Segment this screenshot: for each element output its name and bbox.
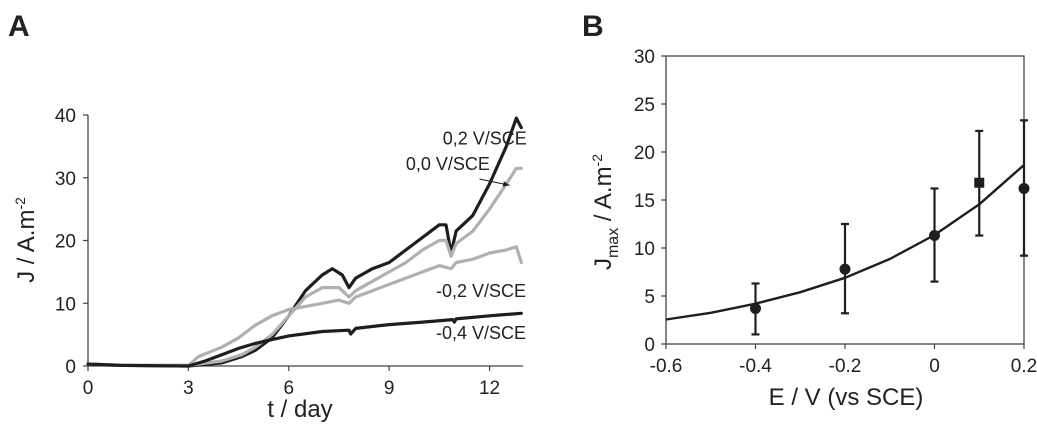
panel-a-x-tick-label: 6 xyxy=(283,378,294,399)
panel-a-y-axis-title-sup: -2 xyxy=(12,197,28,210)
panel-a-series-line-2 xyxy=(86,245,523,367)
panel-a-series-line-1 xyxy=(86,166,523,367)
panel-b-marker-0 xyxy=(750,302,761,314)
panel-a-y-tick-label: 10 xyxy=(55,294,76,315)
panel-letter-a: A xyxy=(8,10,30,43)
panel-a-x-axis-title: t / day xyxy=(267,396,332,423)
panel-b-marker-4 xyxy=(1018,182,1030,194)
panel-b-y-axis-title-sub: max xyxy=(605,228,622,258)
panel-a-y-tick-label: 30 xyxy=(55,169,76,190)
panel-b-x-tick-label: 0.2 xyxy=(1011,356,1037,377)
panel-a-series-line-3 xyxy=(86,311,523,368)
panel-a-series-label-2: -0,2 V/SCE xyxy=(436,281,526,301)
panel-a-series-line-0 xyxy=(86,116,523,368)
panel-b-y-tick-label: 15 xyxy=(634,191,655,212)
panel-a-series-labels: 0,2 V/SCE 0,0 V/SCE -0,2 V/SCE -0,4 V/SCE xyxy=(406,128,527,343)
panel-b-y-tick-label: 30 xyxy=(634,47,655,68)
panel-b-x-tick-label: -0.4 xyxy=(739,356,772,377)
panel-b-y-axis-title-rest: / A.m xyxy=(590,166,617,227)
panel-a-series-label-0: 0,2 V/SCE xyxy=(443,128,527,148)
panel-a-y-tick-label: 0 xyxy=(65,357,76,378)
panel-a-x-tick-label: 12 xyxy=(479,378,500,399)
panel-b-y-tick-label: 0 xyxy=(644,335,655,356)
panel-b-x-tick-label: -0.2 xyxy=(829,356,862,377)
panel-a-x-tick-label: 3 xyxy=(183,378,194,399)
panel-b-scatter-chart: 0 5 10 15 20 25 30 -0.6 -0.4 -0.2 0 0.2 E / V (vs S… xyxy=(589,47,1037,411)
panel-b-marker-2 xyxy=(929,230,940,242)
panel-b-y-axis-title-sup: -2 xyxy=(589,154,605,167)
panel-b-x-tick-label: -0.6 xyxy=(650,356,683,377)
panel-a-y-axis-title: J / A.m-2 xyxy=(12,197,40,283)
panel-a-y-tick-label: 40 xyxy=(55,106,76,127)
panel-a-label-pointer-head xyxy=(502,181,510,187)
panel-b-marker-1 xyxy=(839,263,851,275)
panel-a-series-label-1: 0,0 V/SCE xyxy=(406,154,490,174)
panel-b-x-axis-title: E / V (vs SCE) xyxy=(769,384,924,411)
panel-a-x-tick-label: 9 xyxy=(384,378,395,399)
panel-a-series xyxy=(86,116,523,368)
panel-a-y-axis-title-main: J / A.m xyxy=(13,210,40,283)
panel-b-y-tick-label: 25 xyxy=(634,95,655,116)
panel-b-marker-3 xyxy=(974,177,985,188)
panel-b-x-tick-label: 0 xyxy=(929,356,940,377)
panel-a-x-tick-label: 0 xyxy=(83,378,94,399)
panel-a-line-chart: 0 10 20 30 40 0 3 6 9 12 0,2 V/SCE 0,0 V/SCE -0,2 V… xyxy=(12,106,527,423)
panel-b-y-tick-label: 10 xyxy=(634,239,655,260)
panel-b-y-tick-label: 20 xyxy=(634,143,655,164)
panel-b-y-axis-title-main: J xyxy=(590,258,617,270)
panel-a-y-tick-label: 20 xyxy=(55,232,76,253)
panel-b-ticks: 0 5 10 15 20 25 30 -0.6 -0.4 -0.2 0 0.2 xyxy=(634,47,1037,377)
panel-a-series-label-3: -0,4 V/SCE xyxy=(436,323,526,343)
panel-letter-b: B xyxy=(582,10,604,43)
panel-b-data-points xyxy=(750,119,1030,336)
panel-b-y-tick-label: 5 xyxy=(644,287,655,308)
panel-b-y-axis-title: Jmax / A.m-2 xyxy=(589,154,622,270)
panel-a-ticks: 0 10 20 30 40 0 3 6 9 12 xyxy=(55,106,500,399)
